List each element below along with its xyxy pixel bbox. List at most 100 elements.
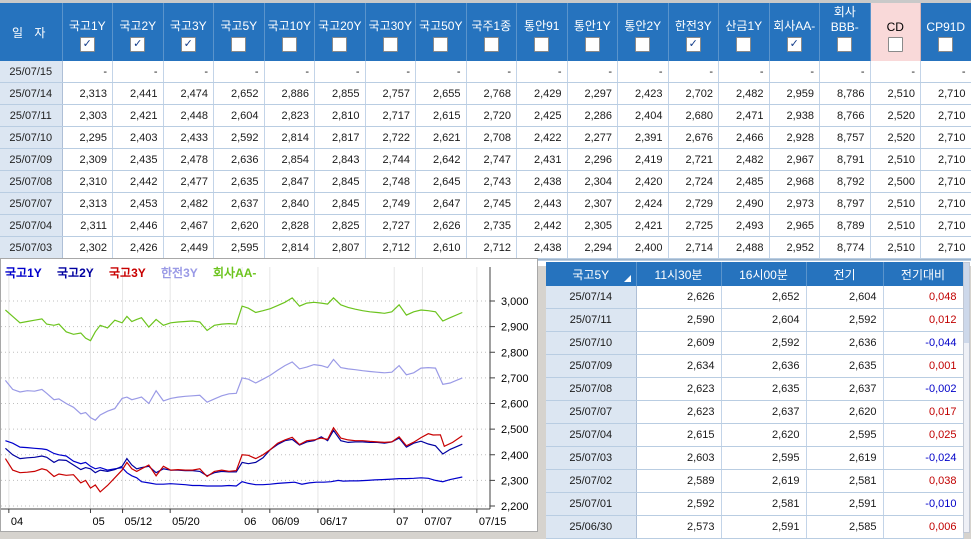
rate-cell: 2,642	[416, 149, 467, 171]
series-checkbox-국주1종[interactable]	[484, 37, 499, 52]
series-checkbox-한전3Y[interactable]: ✓	[686, 37, 701, 52]
quote-row-date: 25/07/02	[546, 470, 636, 493]
rate-cell: 2,652	[214, 83, 265, 105]
column-header-한전3Y: 한전3Y	[668, 3, 719, 35]
rate-cell: 2,620	[214, 215, 265, 237]
series-checkbox-통안91[interactable]	[534, 37, 549, 52]
rate-cell: 2,749	[365, 193, 416, 215]
legend-item: 회사AA-	[213, 265, 256, 280]
rate-cell: 2,845	[315, 171, 366, 193]
series-checkbox-산금1Y[interactable]	[736, 37, 751, 52]
rate-cell: 2,725	[668, 215, 719, 237]
rate-cell: 2,843	[315, 149, 366, 171]
rate-cell: 2,420	[618, 171, 669, 193]
rate-cell: -	[618, 61, 669, 83]
rate-cell: 2,443	[517, 193, 568, 215]
legend-item: 국고1Y	[5, 266, 42, 280]
quote-prev: 2,604	[806, 286, 883, 309]
rate-cell: 2,748	[365, 171, 416, 193]
sort-indicator-icon[interactable]	[624, 275, 631, 282]
rate-cell: 2,391	[618, 127, 669, 149]
quote-prev: 2,637	[806, 378, 883, 401]
rate-cell: 2,747	[466, 149, 517, 171]
series-checkbox-국고1Y[interactable]: ✓	[80, 37, 95, 52]
rate-cell: 8,774	[820, 237, 871, 259]
rate-cell: 2,488	[719, 237, 770, 259]
quote-header-1[interactable]: 11시30분	[636, 262, 721, 286]
rate-cell: 2,721	[668, 149, 719, 171]
series-checkbox-CD[interactable]	[888, 37, 903, 52]
series-checkbox-국고30Y[interactable]	[383, 37, 398, 52]
rate-cell: 2,968	[769, 171, 820, 193]
rate-cell: 2,710	[921, 237, 971, 259]
rates-row-date: 25/07/07	[0, 193, 62, 215]
quote-row: 25/07/082,6232,6352,637-0,002	[546, 378, 963, 401]
rate-cell: 2,647	[416, 193, 467, 215]
series-checkbox-CP91D[interactable]	[938, 37, 953, 52]
series-checkbox-국고20Y[interactable]	[332, 37, 347, 52]
rates-table: 일 자국고1Y국고2Y국고3Y국고5Y국고10Y국고20Y국고30Y국고50Y국…	[0, 3, 971, 259]
series-checkbox-국고3Y[interactable]: ✓	[181, 37, 196, 52]
rate-cell: -	[365, 61, 416, 83]
rates-row: 25/07/072,3132,4532,4822,6372,8402,8452,…	[0, 193, 971, 215]
scrollbar-thumb[interactable]	[964, 263, 969, 343]
series-checkbox-통안2Y[interactable]	[635, 37, 650, 52]
rate-cell: 2,286	[567, 105, 618, 127]
rate-cell: 2,615	[416, 105, 467, 127]
series-checkbox-국고5Y[interactable]	[231, 37, 246, 52]
series-checkbox-국고50Y[interactable]	[433, 37, 448, 52]
rate-cell: 2,743	[466, 171, 517, 193]
series-checkbox-회사AA-[interactable]: ✓	[787, 37, 802, 52]
rate-cell: 2,768	[466, 83, 517, 105]
rate-cell: 2,710	[921, 149, 971, 171]
quote-row-date: 25/07/07	[546, 401, 636, 424]
rate-cell: -	[668, 61, 719, 83]
series-checkbox-회사BBB-[interactable]	[837, 37, 852, 52]
series-checkbox-통안1Y[interactable]	[585, 37, 600, 52]
y-axis-label: 2,400	[501, 450, 529, 462]
rate-cell: 2,426	[113, 237, 164, 259]
quote-row-date: 25/07/11	[546, 309, 636, 332]
quote-prev: 2,619	[806, 447, 883, 470]
rates-row-date: 25/07/03	[0, 237, 62, 259]
quote-header-4[interactable]: 전기대비	[883, 262, 963, 286]
quote-diff: 0,038	[883, 470, 963, 493]
rate-cell: -	[769, 61, 820, 83]
x-axis-label: 07/15	[479, 516, 507, 528]
rate-cell: 2,482	[719, 83, 770, 105]
rate-cell: 8,791	[820, 149, 871, 171]
rate-cell: 2,967	[769, 149, 820, 171]
rate-cell: 2,729	[668, 193, 719, 215]
quote-prev: 2,592	[806, 309, 883, 332]
rate-cell: 2,928	[769, 127, 820, 149]
series-checkbox-국고10Y[interactable]	[282, 37, 297, 52]
quote-row-date: 25/07/01	[546, 493, 636, 516]
quote-table-scrollbar[interactable]	[963, 262, 970, 533]
rate-cell: -	[416, 61, 467, 83]
rate-cell: 8,786	[820, 83, 871, 105]
quote-row-date: 25/07/14	[546, 286, 636, 309]
rate-cell: -	[870, 61, 921, 83]
rate-cell: 2,400	[618, 237, 669, 259]
quote-header-0[interactable]: 국고5Y	[546, 262, 636, 286]
rate-cell: 2,727	[365, 215, 416, 237]
quote-header-2[interactable]: 16시00분	[721, 262, 806, 286]
x-axis-label: 05/20	[172, 516, 200, 528]
rate-cell: 2,710	[921, 193, 971, 215]
quote-1600: 2,604	[721, 309, 806, 332]
rate-cell: 2,592	[214, 127, 265, 149]
quote-prev: 2,591	[806, 493, 883, 516]
x-axis-label: 06	[244, 516, 256, 528]
rate-cell: 2,595	[214, 237, 265, 259]
quote-diff: 0,006	[883, 516, 963, 539]
x-axis-label: 06/17	[320, 516, 348, 528]
rate-cell: 2,744	[365, 149, 416, 171]
quote-header-3[interactable]: 전기	[806, 262, 883, 286]
column-header-국고5Y: 국고5Y	[214, 3, 265, 35]
rate-cell: 2,421	[618, 215, 669, 237]
series-checkbox-국고2Y[interactable]: ✓	[130, 37, 145, 52]
rate-cell: -	[921, 61, 971, 83]
rate-cell: 2,297	[567, 83, 618, 105]
quote-row: 25/07/022,5892,6192,5810,038	[546, 470, 963, 493]
rate-cell: 2,655	[416, 83, 467, 105]
